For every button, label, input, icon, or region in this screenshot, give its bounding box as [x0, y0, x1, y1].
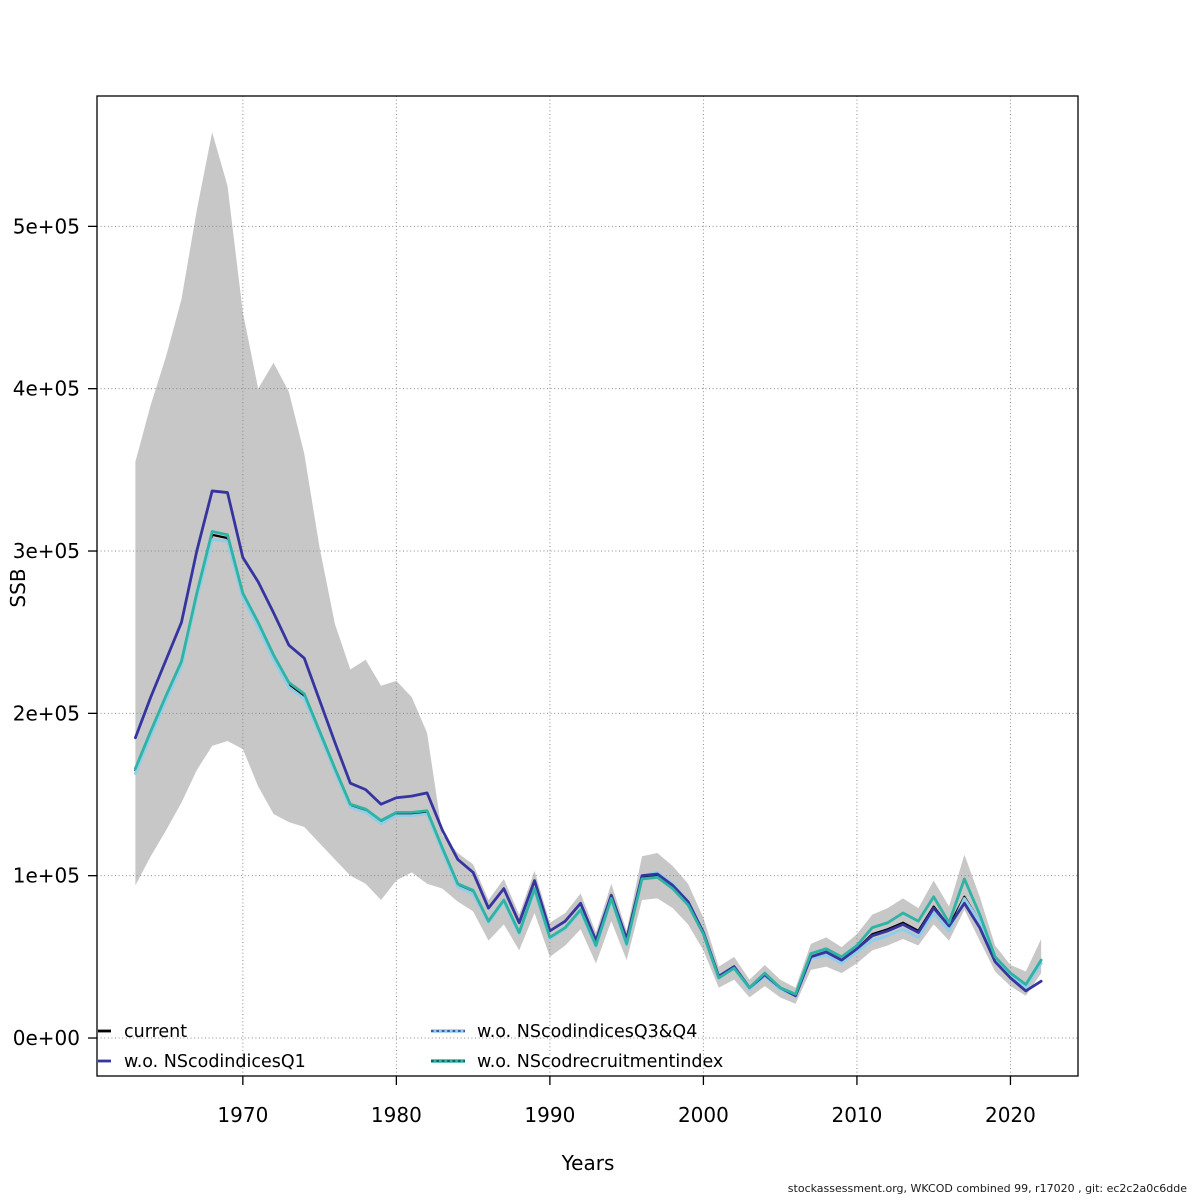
y-tick-label: 0e+00 — [13, 1026, 80, 1050]
x-tick-label: 1990 — [524, 1103, 575, 1127]
y-axis-title: SSB — [6, 568, 30, 607]
series-line-wo-recruitment — [133, 530, 1043, 996]
y-tick-label: 2e+05 — [13, 701, 80, 725]
y-tick-label: 4e+05 — [13, 377, 80, 401]
legend-label-current: current — [124, 1022, 187, 1042]
x-tick-label: 2010 — [831, 1103, 882, 1127]
confidence-band — [135, 132, 1042, 1004]
x-axis-title: Years — [561, 1151, 615, 1175]
footer-attribution: stockassessment.org, WKCOD combined 99, … — [788, 1182, 1187, 1195]
x-tick-label: 1980 — [371, 1103, 422, 1127]
legend-label-wo-nscodindicesq1: w.o. NScodindicesQ1 — [124, 1052, 306, 1072]
y-tick-label: 1e+05 — [13, 864, 80, 888]
legend-label-wo-nscodindicesq3q4: w.o. NScodindicesQ3&Q4 — [477, 1022, 697, 1042]
x-tick-label: 1970 — [217, 1103, 268, 1127]
x-tick-label: 2000 — [678, 1103, 729, 1127]
plot-frame — [96, 95, 1079, 1077]
legend-label-wo-nscodrecruitmentindex: w.o. NScodrecruitmentindex — [477, 1052, 723, 1072]
y-tick-label: 5e+05 — [13, 214, 80, 238]
x-tick-label: 2020 — [985, 1103, 1036, 1127]
plot-layer: 1970 1980 1990 2000 2010 2020 0e+00 1e+05 2e+05 3… — [13, 95, 1079, 1127]
y-tick-label: 3e+05 — [13, 539, 80, 563]
legend-keys — [98, 1029, 465, 1063]
series-line-wo-q1 — [133, 489, 1043, 998]
